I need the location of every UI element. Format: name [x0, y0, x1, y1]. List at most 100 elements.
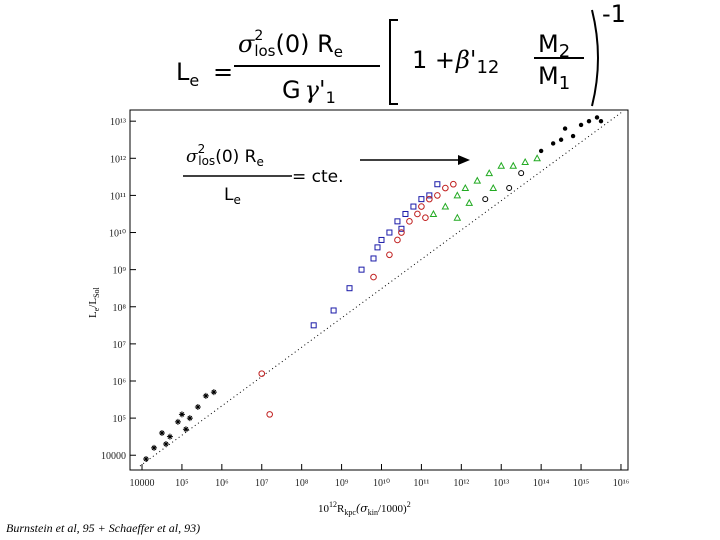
- numerator: σ2 los(0) Re: [238, 28, 343, 61]
- l-sub: e: [92, 307, 101, 311]
- x-tick-label: 10¹⁵: [573, 478, 589, 489]
- r: R: [337, 503, 345, 515]
- dot-point: [550, 141, 556, 146]
- m-sub: 2: [559, 41, 570, 62]
- sigma: σ: [186, 147, 198, 167]
- ann-den: Le: [224, 185, 241, 207]
- square-point: [386, 229, 393, 236]
- square-point: [418, 196, 425, 203]
- y-tick-label: 10⁹: [113, 266, 127, 277]
- circle-point: [394, 236, 401, 244]
- square-point: [378, 236, 385, 243]
- x-tick-label: 10⁵: [175, 478, 189, 489]
- square-point: [374, 244, 381, 251]
- open-point: [506, 185, 513, 192]
- dot-point: [570, 133, 576, 139]
- star-point: [182, 426, 189, 433]
- sup: 2: [254, 28, 263, 44]
- dot-point: [598, 118, 604, 124]
- y-axis-label: Le/LSol: [87, 286, 101, 318]
- star-point: [202, 392, 209, 399]
- circle-point: [386, 251, 393, 259]
- square-point: [402, 210, 409, 217]
- ann-num: σ2 los(0) Re: [186, 142, 264, 169]
- x-tick-label: 10⁷: [255, 478, 269, 489]
- circle-point: [418, 203, 425, 210]
- triangle-point: [521, 157, 530, 166]
- slash: /L: [87, 298, 99, 308]
- circle-point: [370, 273, 377, 281]
- triangle-point: [533, 154, 541, 162]
- sigma: σ: [238, 30, 255, 58]
- square-point: [346, 285, 353, 292]
- square-point: [410, 203, 417, 210]
- beta-sub: 12: [476, 57, 499, 78]
- square-point: [398, 225, 405, 232]
- arrow-head: [458, 155, 470, 165]
- triangle-point: [497, 161, 506, 169]
- triangle-point: [429, 209, 438, 217]
- square-point: [434, 181, 441, 188]
- x-tick-label: 10000: [130, 478, 155, 489]
- exp: 12: [329, 500, 337, 509]
- den-sub: 1: [326, 88, 336, 107]
- star-point: [143, 455, 150, 462]
- paren-one: 1 +: [412, 46, 455, 74]
- dot-point: [594, 115, 600, 120]
- dot-point: [538, 148, 544, 154]
- m: M: [538, 30, 559, 58]
- close: /1000): [378, 503, 407, 515]
- lhs-sub: e: [189, 71, 199, 90]
- triangle-point: [441, 202, 450, 210]
- y-tick-label: 10⁷: [113, 340, 127, 351]
- triangle-point: [509, 161, 518, 169]
- circle-point: [422, 214, 429, 221]
- square-point: [330, 307, 337, 314]
- beta-term: β'12: [455, 46, 499, 78]
- sq: 2: [407, 500, 411, 509]
- rest: (0) R: [215, 147, 256, 167]
- annotation: σ2 los(0) Re = cte. Le: [183, 142, 470, 207]
- square-point: [310, 322, 317, 329]
- paren-left: [389, 19, 398, 105]
- circle-point: [434, 192, 441, 199]
- y-tick-label: 10¹⁰: [109, 229, 126, 240]
- star-point: [174, 418, 181, 425]
- x-tick-label: 10¹²: [453, 478, 469, 489]
- num-rest-sub: e: [334, 43, 343, 61]
- circle-point: [426, 195, 433, 203]
- y-tick-label: 10¹³: [110, 117, 126, 128]
- ann-equals: = cte.: [292, 167, 344, 187]
- x-tick-label: 10¹³: [493, 478, 509, 489]
- square-point: [426, 192, 433, 199]
- square-point: [394, 218, 401, 225]
- lhs: L: [176, 58, 190, 86]
- triangle-point: [453, 213, 462, 221]
- star-point: [210, 389, 217, 396]
- star-point: [186, 415, 193, 422]
- dot-point: [562, 126, 568, 131]
- paren-right: [591, 9, 599, 107]
- num-rest: (0) R: [275, 30, 333, 58]
- y-tick-label: 10⁶: [113, 377, 127, 388]
- equals: =: [213, 58, 233, 86]
- gamma: γ': [305, 76, 326, 104]
- x-tick-label: 10⁸: [295, 478, 309, 489]
- dot-point: [558, 137, 564, 142]
- star-point: [194, 403, 201, 410]
- exponent: -1: [602, 0, 626, 28]
- m-num: M2: [538, 30, 570, 62]
- y-tick-label: 10⁸: [113, 303, 127, 314]
- m: M: [538, 62, 559, 90]
- rest-sub: e: [256, 155, 263, 169]
- x-tick-label: 10¹¹: [413, 478, 429, 489]
- y-tick-label: 10¹¹: [110, 191, 126, 202]
- circle-point: [266, 411, 273, 418]
- triangle-point: [465, 198, 474, 206]
- plot-frame: [129, 109, 629, 471]
- star-point: [162, 441, 169, 448]
- x-tick-label: 10⁹: [335, 478, 349, 489]
- open: (σ: [356, 502, 368, 515]
